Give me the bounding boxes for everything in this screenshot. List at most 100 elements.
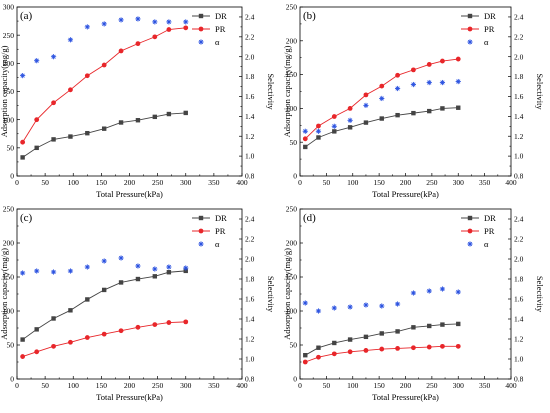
legend-entry: DR [192,213,227,223]
series-DR [303,321,461,358]
data-point [455,78,461,85]
y2-tick-label: 2.2 [514,32,524,41]
x-tick-label: 50 [323,178,331,187]
data-point [34,349,40,355]
data-point [152,19,158,25]
data-point [20,270,26,276]
data-point [426,79,432,86]
data-point [363,120,369,125]
x-tick-label: 100 [347,381,359,390]
data-point [152,322,158,327]
y2-tick-label: 2.0 [245,255,255,264]
data-point [68,87,73,93]
x-tick-label: 250 [426,178,438,187]
y2-tick-label: 2.0 [514,52,524,61]
data-point [302,136,308,142]
data-point [303,144,308,150]
x-tick-label: 150 [96,178,108,187]
series-DR [20,110,188,160]
y2-tick-label: 1.6 [245,92,255,101]
legend-entry: α [467,239,489,249]
y2-axis-title: Selectivity [266,276,276,313]
data-point [439,79,446,86]
data-point [427,108,432,114]
y2-tick-label: 2.4 [514,13,524,22]
data-point [50,54,57,60]
data-point [316,123,321,129]
legend-marker [467,13,473,19]
legend-entry: PR [461,226,495,236]
x-tick-label: 150 [96,381,108,390]
data-point [411,345,416,351]
x-tick-label: 350 [479,381,491,390]
legend-label: α [484,37,489,47]
y2-tick-label: 0.8 [514,172,524,181]
y-tick-label: 200 [286,36,298,45]
x-tick-label: 400 [236,381,248,390]
y-tick-label: 100 [3,115,15,124]
chart-panel-c: 0 50 100 150 200 250 300 350 400 0 50 100 150 200 250 0… [0,205,276,402]
data-point [183,268,188,274]
y-tick-label: 200 [3,239,15,248]
series-α [20,255,189,276]
legend-entry: α [198,239,220,249]
legend-label: DR [484,11,496,21]
y2-axis-title: Selectivity [535,73,545,110]
legend-label: PR [215,226,226,236]
legend-marker [198,215,204,221]
y2-tick-label: 1.0 [245,152,255,161]
y-tick-label: 200 [286,239,298,248]
x-axis-title: Total Pressure(kPa) [96,392,163,402]
legend-entry: PR [461,24,495,34]
data-point [332,129,337,134]
data-point [67,37,74,43]
y2-tick-label: 1.2 [514,132,524,141]
data-point [440,343,445,349]
legend-marker [467,26,473,32]
y2-axis-title: Selectivity [535,276,545,313]
series-line [22,270,186,340]
data-point [379,95,385,102]
legend-marker [198,26,204,32]
data-point [347,106,353,111]
data-point [455,343,461,349]
legend-entry: DR [192,11,227,21]
data-point [426,344,432,350]
data-point [118,328,124,334]
data-point [395,329,400,334]
data-point [395,72,400,78]
series-α [302,286,461,314]
legend-label: DR [484,213,496,223]
data-point [426,288,432,294]
data-point [85,297,90,302]
data-point [34,327,39,332]
data-point [34,58,40,64]
y2-tick-label: 1.6 [514,92,524,101]
x-tick-label: 100 [68,178,80,187]
data-point [379,303,385,309]
data-point [101,62,107,68]
data-point [183,25,189,31]
legend-entry: DR [461,11,496,21]
legend-marker [198,241,204,247]
x-tick-label: 50 [41,178,49,187]
y-tick-label: 250 [3,205,15,214]
x-tick-label: 0 [15,381,19,390]
chart-panel-d: 0 50 100 150 200 250 300 350 400 0 50 100 150 200 250 0… [282,205,545,402]
data-point [363,348,369,353]
data-point [316,354,321,360]
y-tick-label: 0 [293,375,297,384]
data-point [183,110,188,116]
x-tick-label: 200 [400,178,412,187]
data-point [84,264,90,270]
x-tick-label: 0 [298,178,302,187]
data-point [84,335,90,340]
x-tick-label: 50 [41,381,49,390]
y2-tick-label: 2.2 [245,32,255,41]
panel-label: (c) [20,212,33,224]
data-point [347,337,353,342]
legend-marker [198,13,204,19]
legend-label: PR [484,226,495,236]
legend-label: α [215,37,220,47]
